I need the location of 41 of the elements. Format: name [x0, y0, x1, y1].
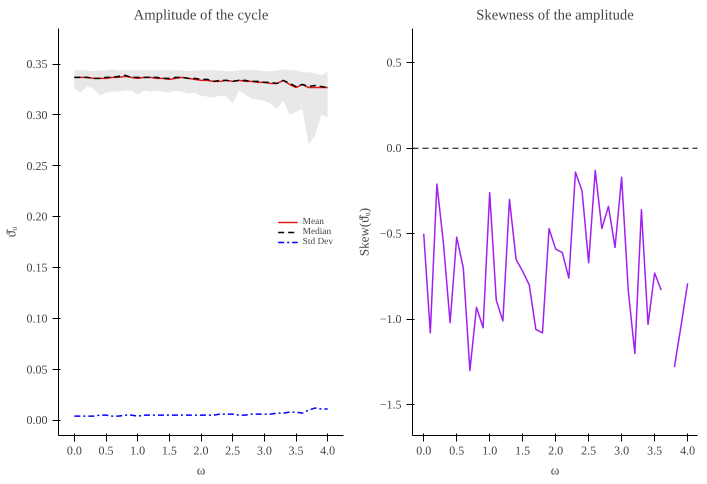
chart-title: Skewness of the amplitude	[476, 8, 634, 24]
x-tick-label: 3.5	[647, 444, 662, 458]
y-axis-title: ϑ̂ᵤ	[4, 226, 18, 238]
line-series	[74, 407, 328, 417]
x-tick-label: 4.0	[320, 444, 336, 458]
legend-label: Mean	[302, 216, 324, 226]
legend-label: Std Dev	[302, 236, 333, 246]
legend-label: Median	[302, 226, 332, 236]
y-axis-title: Skew(ϑ̂ᵤ)	[356, 208, 372, 256]
x-axis-title: ω	[550, 462, 560, 478]
x-tick-label: 3.5	[288, 444, 304, 458]
y-tick-label: 0.0	[386, 141, 402, 156]
x-tick-label: 2.5	[581, 444, 596, 458]
y-tick-label: 0.35	[26, 57, 48, 72]
y-tick-label: 0.20	[26, 210, 48, 224]
x-tick-label: 1.0	[482, 444, 498, 458]
y-tick-label: −0.5	[380, 226, 402, 241]
x-axis-title: ω	[196, 462, 206, 478]
x-tick-label: 1.0	[130, 444, 146, 458]
y-tick-label: 0.5	[386, 56, 402, 70]
x-tick-label: 0.5	[449, 444, 464, 458]
chart-title: Amplitude of the cycle	[134, 8, 268, 24]
y-tick-label: 0.05	[26, 362, 48, 376]
x-tick-label: 1.5	[515, 444, 530, 458]
y-tick-label: 0.10	[26, 311, 48, 326]
y-tick-label: 0.15	[26, 260, 48, 275]
x-tick-label: 2.0	[194, 444, 208, 458]
y-tick-label: −1.5	[380, 398, 402, 412]
x-tick-label: 0.5	[98, 444, 114, 458]
x-tick-label: 4.0	[680, 444, 696, 458]
x-tick-label: 0.0	[416, 444, 432, 458]
x-tick-label: 2.0	[548, 444, 564, 458]
y-tick-label: 0.30	[26, 108, 48, 122]
x-tick-label: 2.5	[225, 444, 240, 458]
x-tick-label: 1.5	[162, 444, 177, 458]
x-tick-label: 3.0	[614, 444, 630, 458]
y-tick-label: 0.25	[26, 158, 48, 173]
y-tick-label: −1.0	[380, 312, 402, 326]
y-tick-label: 0.00	[26, 413, 48, 428]
x-tick-label: 3.0	[256, 444, 272, 458]
x-tick-label: 0.0	[66, 444, 82, 458]
